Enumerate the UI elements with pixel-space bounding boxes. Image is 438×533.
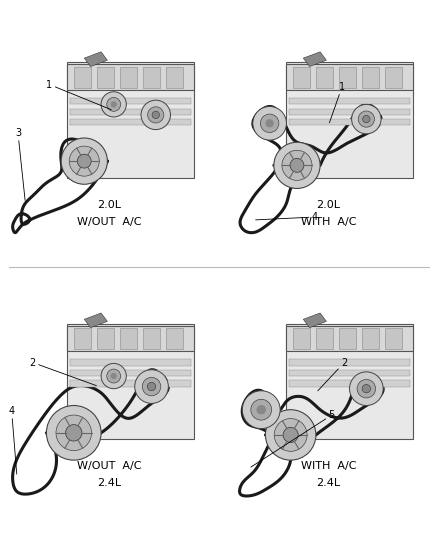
Bar	[293, 328, 310, 349]
Circle shape	[274, 418, 307, 451]
Polygon shape	[303, 313, 326, 328]
Bar	[120, 328, 137, 349]
Text: WITH  A/C: WITH A/C	[301, 217, 356, 227]
Circle shape	[282, 150, 312, 180]
Text: 2.4L: 2.4L	[97, 478, 122, 488]
Circle shape	[352, 104, 381, 134]
Circle shape	[242, 391, 280, 429]
Circle shape	[148, 107, 164, 123]
Bar	[143, 328, 160, 349]
Bar	[70, 380, 191, 386]
Text: 4: 4	[256, 212, 318, 222]
Bar	[362, 328, 379, 349]
Circle shape	[350, 372, 383, 406]
Text: 2: 2	[318, 358, 347, 391]
Bar	[97, 328, 114, 349]
Circle shape	[363, 116, 370, 123]
Text: WITH  A/C: WITH A/C	[301, 462, 356, 472]
Circle shape	[290, 158, 304, 172]
Circle shape	[107, 369, 120, 383]
Circle shape	[78, 154, 91, 168]
Circle shape	[147, 382, 156, 391]
Circle shape	[283, 427, 298, 442]
Bar	[74, 328, 91, 349]
Circle shape	[101, 364, 126, 389]
Circle shape	[56, 415, 92, 450]
FancyBboxPatch shape	[286, 326, 413, 351]
Text: 1: 1	[46, 79, 111, 110]
Bar	[70, 109, 191, 115]
Text: 2.4L: 2.4L	[316, 478, 341, 488]
Circle shape	[142, 377, 161, 396]
Bar	[385, 67, 402, 87]
Circle shape	[253, 107, 286, 140]
FancyBboxPatch shape	[67, 324, 194, 439]
Circle shape	[251, 399, 272, 420]
Text: 1: 1	[329, 82, 345, 123]
Bar	[70, 370, 191, 376]
Polygon shape	[84, 52, 107, 67]
Bar	[289, 370, 410, 376]
Bar	[70, 98, 191, 104]
Circle shape	[357, 379, 376, 398]
Circle shape	[358, 111, 374, 127]
Polygon shape	[303, 52, 326, 67]
Circle shape	[257, 405, 266, 415]
FancyBboxPatch shape	[67, 326, 194, 351]
Bar	[70, 119, 191, 125]
Circle shape	[110, 101, 117, 108]
Bar	[289, 119, 410, 125]
FancyBboxPatch shape	[286, 64, 413, 90]
Bar	[166, 67, 183, 87]
Bar	[120, 67, 137, 87]
Bar	[289, 109, 410, 115]
Circle shape	[362, 384, 371, 393]
Text: 5: 5	[251, 410, 335, 467]
Circle shape	[152, 111, 159, 118]
Bar	[385, 328, 402, 349]
Bar	[289, 98, 410, 104]
Circle shape	[265, 119, 274, 127]
Bar	[74, 67, 91, 87]
Text: 2: 2	[30, 358, 96, 386]
Circle shape	[110, 373, 117, 379]
Bar	[289, 359, 410, 366]
Bar	[97, 67, 114, 87]
Bar	[339, 67, 356, 87]
Circle shape	[260, 114, 279, 133]
Bar	[166, 328, 183, 349]
Bar	[289, 380, 410, 386]
FancyBboxPatch shape	[286, 324, 413, 439]
Text: W/OUT  A/C: W/OUT A/C	[77, 217, 142, 227]
Polygon shape	[84, 313, 107, 328]
Text: 2.0L: 2.0L	[317, 200, 340, 211]
Circle shape	[46, 406, 101, 460]
Circle shape	[66, 425, 82, 441]
Bar	[293, 67, 310, 87]
Bar	[339, 328, 356, 349]
FancyBboxPatch shape	[67, 64, 194, 90]
FancyBboxPatch shape	[67, 62, 194, 178]
Circle shape	[69, 146, 99, 176]
Bar	[70, 359, 191, 366]
Bar	[362, 67, 379, 87]
Text: 2.0L: 2.0L	[98, 200, 121, 211]
Text: W/OUT  A/C: W/OUT A/C	[77, 462, 142, 472]
Circle shape	[101, 92, 126, 117]
Text: 3: 3	[15, 128, 25, 200]
FancyBboxPatch shape	[286, 62, 413, 178]
Circle shape	[141, 100, 170, 130]
Circle shape	[135, 370, 168, 403]
Circle shape	[265, 410, 316, 460]
Bar	[143, 67, 160, 87]
Bar	[316, 67, 333, 87]
Circle shape	[107, 98, 120, 111]
Circle shape	[274, 142, 320, 189]
Bar	[316, 328, 333, 349]
Circle shape	[61, 138, 107, 184]
Text: 4: 4	[9, 406, 17, 474]
